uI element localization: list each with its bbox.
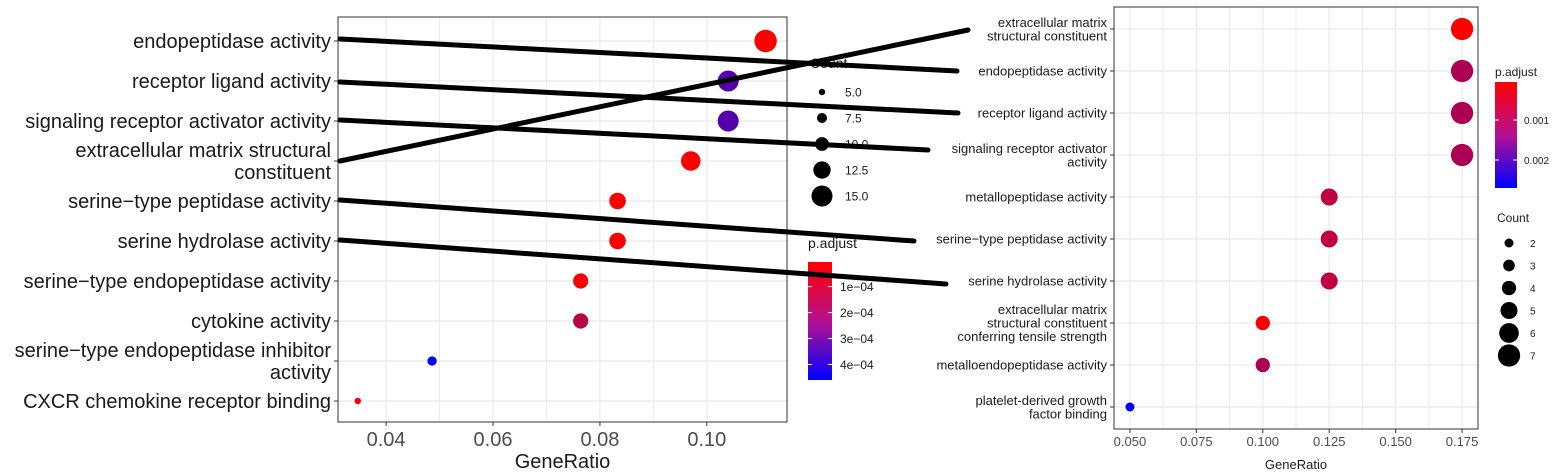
y-tick-label: extracellular matrix structural constitue… <box>75 140 331 184</box>
x-tick-label: 0.04 <box>367 429 406 451</box>
panel-border <box>1113 6 1479 430</box>
y-tick-label: metallopeptidase activity <box>965 190 1107 205</box>
y-tick-label: serine−type endopeptidase inhibitor activ… <box>15 340 332 384</box>
count-legend-label: 15.0 <box>845 190 869 204</box>
count-legend-key <box>813 161 831 179</box>
connector-line <box>337 237 949 287</box>
data-point <box>1450 17 1474 41</box>
data-point <box>717 110 739 132</box>
y-tick-label: serine−type peptidase activity <box>68 191 331 213</box>
count-legend-key <box>811 185 833 207</box>
count-legend-title: Count <box>1497 211 1530 225</box>
connector-line <box>337 197 917 244</box>
count-legend-key <box>1504 238 1514 248</box>
x-tick-label: 0.08 <box>580 429 619 451</box>
connector-line <box>337 27 971 164</box>
data-point <box>573 313 589 329</box>
count-legend-key <box>818 88 826 96</box>
count-legend-key <box>1499 323 1519 343</box>
count-legend-label: 5.0 <box>845 86 862 100</box>
y-tick-label: extracellular matrix structural constitue… <box>987 15 1107 44</box>
x-tick-label: 0.175 <box>1446 434 1479 449</box>
padjust-legend-label: 0.001 <box>1524 116 1549 127</box>
count-legend-label: 7.5 <box>845 112 862 126</box>
padjust-colorbar <box>808 262 832 380</box>
data-point <box>609 232 626 250</box>
x-tick-label: 0.06 <box>474 429 513 451</box>
data-point <box>1320 230 1338 248</box>
x-axis-label: GeneRatio <box>1265 457 1327 472</box>
data-point <box>1255 315 1270 331</box>
connector-lines <box>337 27 971 287</box>
x-axis-label: GeneRatio <box>515 451 611 473</box>
y-tick-label: CXCR chemokine receptor binding <box>23 391 331 413</box>
connector-line <box>337 36 960 74</box>
data-point <box>354 397 361 405</box>
padjust-legend-title: p.adjust <box>1495 65 1538 79</box>
y-tick-label: serine hydrolase activity <box>118 231 331 253</box>
y-tick-label: endopeptidase activity <box>978 64 1107 79</box>
x-tick-label: 0.125 <box>1313 434 1346 449</box>
y-tick-label: receptor ligand activity <box>978 106 1108 121</box>
y-tick-label: endopeptidase activity <box>133 31 331 53</box>
count-legend-label: 6 <box>1530 329 1536 340</box>
left-dot-plot: endopeptidase activity receptor ligand ac… <box>15 16 874 473</box>
count-legend-key <box>1501 280 1517 296</box>
padjust-legend-label: 1e−04 <box>840 280 874 294</box>
padjust-legend-label: 3e−04 <box>840 332 874 346</box>
padjust-legend-label: 0.002 <box>1524 156 1549 167</box>
data-point <box>1320 188 1338 206</box>
count-legend-key <box>816 112 828 124</box>
y-tick-label: metalloendopeptidase activity <box>936 358 1107 373</box>
count-legend-label: 2 <box>1530 239 1536 250</box>
data-point <box>681 151 701 171</box>
padjust-colorbar <box>1495 82 1517 188</box>
count-legend-label: 12.5 <box>845 164 869 178</box>
x-tick-label: 0.10 <box>687 429 726 451</box>
count-legend-label: 7 <box>1530 351 1536 362</box>
y-tick-label: platelet-derived growth factor binding <box>975 393 1107 422</box>
y-tick-label: cytokine activity <box>191 311 331 333</box>
data-point <box>573 273 589 289</box>
data-point <box>1450 101 1474 125</box>
x-tick-label: 0.150 <box>1379 434 1412 449</box>
data-point <box>1450 59 1474 83</box>
y-tick-label: serine−type peptidase activity <box>936 232 1107 247</box>
count-legend-label: 5 <box>1530 306 1536 317</box>
padjust-legend-label: 4e−04 <box>840 358 874 372</box>
data-point <box>1320 272 1338 290</box>
padjust-legend-label: 2e−04 <box>840 306 874 320</box>
y-tick-label: serine−type endopeptidase activity <box>24 271 331 293</box>
data-point <box>1450 143 1474 167</box>
x-tick-label: 0.050 <box>1114 434 1147 449</box>
y-tick-label: signaling receptor activator activity <box>25 111 331 133</box>
y-tick-label: signaling receptor activator activity <box>952 141 1108 170</box>
panel-border <box>337 16 788 423</box>
x-tick-label: 0.100 <box>1247 434 1280 449</box>
x-tick-label: 0.075 <box>1180 434 1213 449</box>
data-point <box>1125 402 1135 412</box>
count-legend-key <box>1500 302 1518 319</box>
data-point <box>427 356 437 366</box>
y-tick-label: receptor ligand activity <box>132 71 331 93</box>
y-tick-label: serine hydrolase activity <box>968 274 1107 289</box>
count-legend-key <box>1497 344 1521 367</box>
count-legend-label: 4 <box>1530 284 1536 295</box>
data-point <box>754 29 777 53</box>
data-point <box>1255 357 1270 373</box>
count-legend-key <box>1503 259 1515 272</box>
connector-line <box>337 117 931 153</box>
count-legend-label: 3 <box>1530 261 1536 272</box>
y-tick-label: extracellular matrix structural constitue… <box>957 302 1107 344</box>
padjust-legend-title: p.adjust <box>808 235 857 251</box>
right-dot-plot: extracellular matrix structural constitue… <box>936 6 1549 472</box>
data-point <box>609 192 626 210</box>
